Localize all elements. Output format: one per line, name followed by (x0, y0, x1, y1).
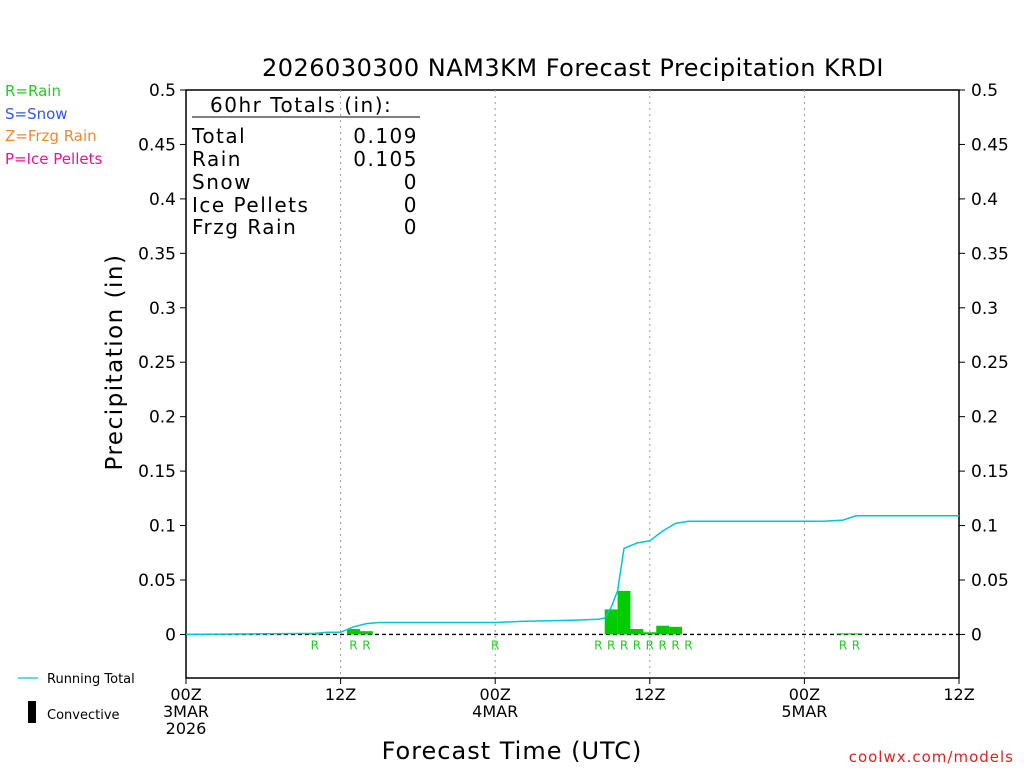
ptype-marker: R (659, 638, 667, 652)
y-tick-label-right: 0.2 (971, 408, 998, 428)
plot-frame (185, 89, 960, 679)
y-tick-label-right: 0 (971, 625, 982, 645)
y-ticks: 0 00.05 0.050.1 0.10.15 0.150.2 0.20.25 0.250.… (138, 81, 1009, 645)
totals-box: 60hr Totals (in): Total 0.109 Rain 0.105… (191, 93, 420, 239)
y-tick-label-left: 0.25 (138, 353, 176, 373)
totals-label-rain: Rain (192, 147, 242, 171)
x-tick-label: 5MAR (781, 702, 827, 721)
ptype-marker: R (362, 638, 370, 652)
legend-frzg-rain: Z=Frzg Rain (5, 127, 97, 145)
y-tick-label-left: 0.35 (138, 244, 176, 264)
y-tick-label-right: 0.15 (971, 462, 1009, 482)
rain-bars (308, 590, 863, 635)
legend-rain: R=Rain (5, 82, 61, 100)
y-tick-label-left: 0.2 (149, 408, 176, 428)
rain-bar (359, 631, 373, 635)
rain-bar (849, 633, 863, 635)
ptype-marker: R (646, 638, 654, 652)
x-tick-label: 00Z (480, 685, 511, 704)
y-tick-label-right: 0.35 (971, 244, 1009, 264)
x-tick-label: 12Z (325, 685, 356, 704)
y-tick-label-right: 0.3 (971, 299, 998, 319)
ptype-marker: R (671, 638, 679, 652)
legend-ice-pellets: P=Ice Pellets (5, 150, 102, 168)
totals-label-ice-pellets: Ice Pellets (192, 193, 309, 217)
totals-label-frzg-rain: Frzg Rain (192, 215, 297, 239)
ptype-marker: R (594, 638, 602, 652)
x-tick-label: 00Z (170, 685, 201, 704)
running-total-line (185, 515, 959, 636)
running-total-group (185, 515, 959, 636)
y-tick-label-right: 0.1 (971, 517, 998, 537)
rain-bar (656, 625, 670, 635)
rain-bar (630, 629, 644, 635)
y-tick-label-left: 0.3 (149, 299, 176, 319)
y-axis-label: Precipitation (in) (102, 254, 128, 471)
x-tick-label: 00Z (789, 685, 820, 704)
ptype-marker: R (684, 638, 692, 652)
y-tick-label-left: 0 (165, 625, 176, 645)
rain-bar (836, 633, 850, 635)
chart-title: 2026030300 NAM3KM Forecast Precipitation… (262, 54, 884, 82)
ptype-marker: R (852, 638, 860, 652)
y-tick-label-right: 0.4 (971, 190, 998, 210)
totals-value-rain: 0.105 (353, 147, 418, 171)
y-tick-label-right: 0.05 (971, 571, 1009, 591)
rain-bar (643, 632, 657, 635)
totals-label-total: Total (191, 124, 246, 148)
legend-snow: S=Snow (5, 105, 68, 123)
totals-value-ice-pellets: 0 (404, 193, 418, 217)
y-tick-label-left: 0.5 (149, 81, 176, 101)
x-axis-label: Forecast Time (UTC) (382, 737, 643, 765)
ptype-legend: R=Rain S=Snow Z=Frzg Rain P=Ice Pellets (5, 82, 102, 168)
y-tick-label-left: 0.45 (138, 135, 176, 155)
x-tick-label: 2026 (166, 719, 207, 738)
legend-convective-swatch (28, 701, 36, 723)
rain-bar (617, 590, 631, 635)
y-tick-label-left: 0.4 (149, 190, 176, 210)
credit-text: coolwx.com/models (849, 748, 1014, 766)
ptype-marker: R (491, 638, 499, 652)
y-tick-label-left: 0.1 (149, 517, 176, 537)
totals-label-snow: Snow (192, 170, 252, 194)
x-tick-label: 12Z (943, 685, 974, 704)
totals-value-snow: 0 (404, 170, 418, 194)
legend-running-total-label: Running Total (47, 672, 135, 687)
gridlines (340, 90, 805, 678)
ptype-marker: R (311, 638, 319, 652)
ptype-marker: R (620, 638, 628, 652)
y-tick-label-right: 0.45 (971, 135, 1009, 155)
y-tick-label-right: 0.25 (971, 353, 1009, 373)
legend-convective-label: Convective (47, 708, 120, 723)
x-tick-label: 3MAR (163, 702, 209, 721)
totals-value-total: 0.109 (353, 124, 418, 148)
rain-bar (347, 629, 360, 635)
ptype-marker: R (349, 638, 357, 652)
ptype-marker: R (839, 638, 847, 652)
totals-heading: 60hr Totals (in): (210, 93, 392, 117)
x-tick-label: 4MAR (472, 702, 518, 721)
y-tick-label-left: 0.15 (138, 462, 176, 482)
y-tick-label-right: 0.5 (971, 81, 998, 101)
rain-bar (669, 626, 683, 635)
rain-bar (604, 609, 618, 635)
y-tick-label-left: 0.05 (138, 571, 176, 591)
ptype-marker: R (607, 638, 615, 652)
x-tick-label: 12Z (634, 685, 665, 704)
totals-value-frzg-rain: 0 (404, 215, 418, 239)
series-legend: Running Total Convective (18, 672, 135, 723)
ptype-marker: R (633, 638, 641, 652)
